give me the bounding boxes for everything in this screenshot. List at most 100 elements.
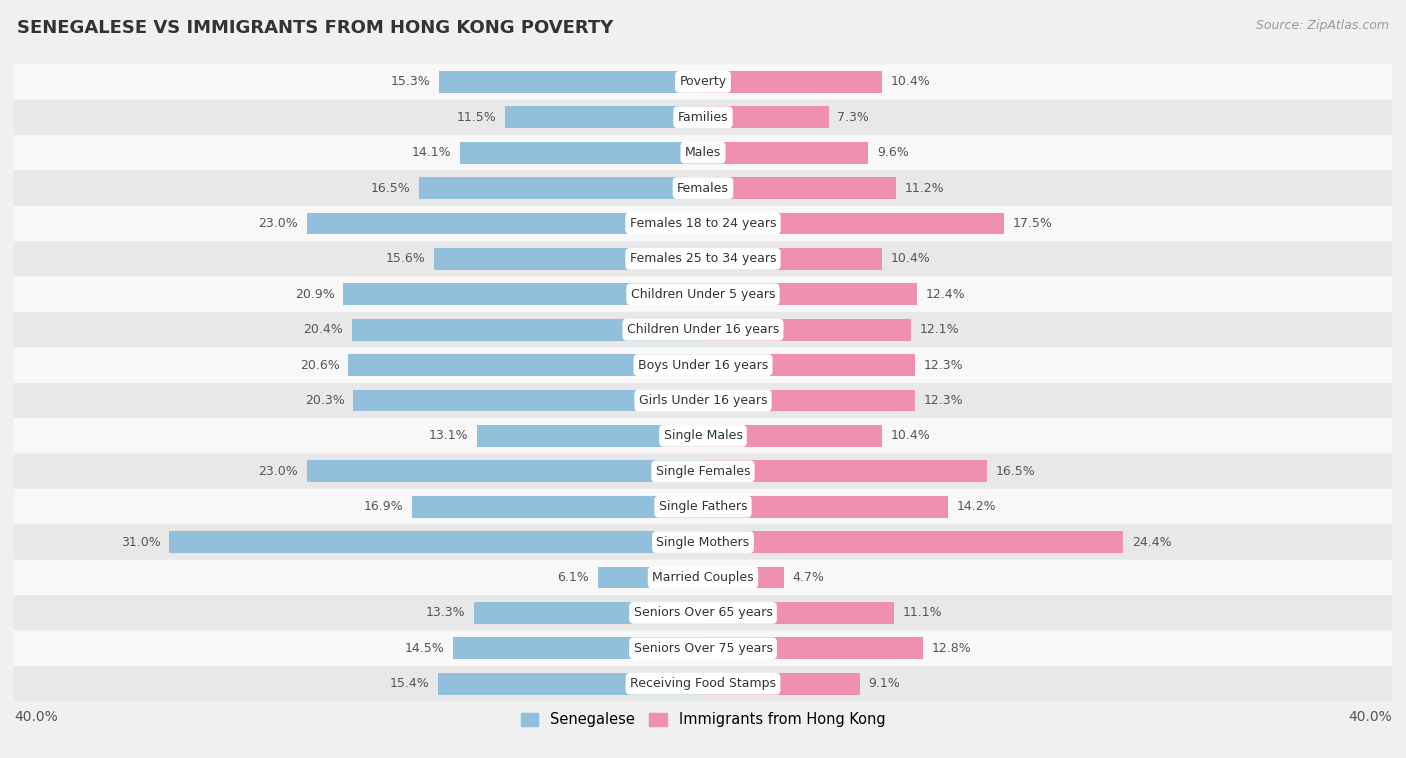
Text: 15.4%: 15.4%: [389, 677, 429, 691]
Text: Receiving Food Stamps: Receiving Food Stamps: [630, 677, 776, 691]
Bar: [703, 390, 915, 412]
Bar: [440, 71, 703, 93]
Text: 16.5%: 16.5%: [995, 465, 1036, 478]
Text: Seniors Over 65 years: Seniors Over 65 years: [634, 606, 772, 619]
Text: 20.4%: 20.4%: [304, 323, 343, 337]
Text: Boys Under 16 years: Boys Under 16 years: [638, 359, 768, 371]
FancyBboxPatch shape: [0, 595, 1406, 631]
Bar: [169, 531, 703, 553]
FancyBboxPatch shape: [0, 99, 1406, 135]
Bar: [703, 425, 882, 447]
Text: 31.0%: 31.0%: [121, 536, 160, 549]
Text: Single Males: Single Males: [664, 429, 742, 443]
Bar: [703, 672, 859, 694]
Bar: [412, 496, 703, 518]
Text: 14.2%: 14.2%: [956, 500, 995, 513]
Text: 11.1%: 11.1%: [903, 606, 942, 619]
FancyBboxPatch shape: [0, 418, 1406, 453]
Text: SENEGALESE VS IMMIGRANTS FROM HONG KONG POVERTY: SENEGALESE VS IMMIGRANTS FROM HONG KONG …: [17, 19, 613, 37]
Bar: [307, 212, 703, 234]
Text: 12.4%: 12.4%: [925, 288, 965, 301]
Bar: [437, 672, 703, 694]
FancyBboxPatch shape: [0, 453, 1406, 489]
Text: 20.6%: 20.6%: [299, 359, 340, 371]
Bar: [474, 602, 703, 624]
Text: 12.3%: 12.3%: [924, 359, 963, 371]
Text: Children Under 16 years: Children Under 16 years: [627, 323, 779, 337]
Text: 40.0%: 40.0%: [1348, 710, 1392, 724]
Text: 10.4%: 10.4%: [891, 252, 931, 265]
Bar: [703, 318, 911, 340]
Bar: [703, 354, 915, 376]
Text: Females 18 to 24 years: Females 18 to 24 years: [630, 217, 776, 230]
Text: 11.2%: 11.2%: [904, 182, 945, 195]
Text: Males: Males: [685, 146, 721, 159]
Bar: [703, 248, 882, 270]
Text: 12.1%: 12.1%: [920, 323, 960, 337]
FancyBboxPatch shape: [0, 277, 1406, 312]
Text: Females 25 to 34 years: Females 25 to 34 years: [630, 252, 776, 265]
Text: 20.3%: 20.3%: [305, 394, 344, 407]
Bar: [453, 637, 703, 659]
Bar: [703, 531, 1123, 553]
FancyBboxPatch shape: [0, 347, 1406, 383]
Bar: [703, 602, 894, 624]
Text: 14.5%: 14.5%: [405, 642, 444, 655]
FancyBboxPatch shape: [0, 489, 1406, 525]
Bar: [505, 106, 703, 128]
Text: 13.3%: 13.3%: [426, 606, 465, 619]
Bar: [703, 637, 924, 659]
Text: Females: Females: [678, 182, 728, 195]
Text: 12.8%: 12.8%: [932, 642, 972, 655]
Text: 10.4%: 10.4%: [891, 75, 931, 89]
Text: Children Under 5 years: Children Under 5 years: [631, 288, 775, 301]
Bar: [353, 390, 703, 412]
Text: Married Couples: Married Couples: [652, 571, 754, 584]
Text: 4.7%: 4.7%: [793, 571, 824, 584]
FancyBboxPatch shape: [0, 135, 1406, 171]
Bar: [703, 460, 987, 482]
Bar: [703, 106, 828, 128]
Bar: [703, 212, 1004, 234]
Text: Source: ZipAtlas.com: Source: ZipAtlas.com: [1256, 19, 1389, 32]
Bar: [598, 566, 703, 588]
Text: 11.5%: 11.5%: [457, 111, 496, 124]
Text: 7.3%: 7.3%: [838, 111, 869, 124]
Text: Girls Under 16 years: Girls Under 16 years: [638, 394, 768, 407]
FancyBboxPatch shape: [0, 666, 1406, 701]
Text: 40.0%: 40.0%: [14, 710, 58, 724]
Text: 6.1%: 6.1%: [558, 571, 589, 584]
Text: 10.4%: 10.4%: [891, 429, 931, 443]
Legend: Senegalese, Immigrants from Hong Kong: Senegalese, Immigrants from Hong Kong: [515, 706, 891, 733]
Bar: [703, 177, 896, 199]
Text: Poverty: Poverty: [679, 75, 727, 89]
Text: Seniors Over 75 years: Seniors Over 75 years: [634, 642, 772, 655]
FancyBboxPatch shape: [0, 171, 1406, 205]
Text: 14.1%: 14.1%: [412, 146, 451, 159]
Text: 15.6%: 15.6%: [387, 252, 426, 265]
Bar: [307, 460, 703, 482]
Text: 9.6%: 9.6%: [877, 146, 908, 159]
FancyBboxPatch shape: [0, 525, 1406, 560]
Text: 23.0%: 23.0%: [259, 217, 298, 230]
Bar: [349, 354, 703, 376]
Bar: [703, 496, 948, 518]
Bar: [703, 566, 785, 588]
Text: Single Mothers: Single Mothers: [657, 536, 749, 549]
Text: 13.1%: 13.1%: [429, 429, 468, 443]
Text: 20.9%: 20.9%: [295, 288, 335, 301]
Text: 16.5%: 16.5%: [370, 182, 411, 195]
FancyBboxPatch shape: [0, 241, 1406, 277]
Bar: [352, 318, 703, 340]
FancyBboxPatch shape: [0, 64, 1406, 99]
FancyBboxPatch shape: [0, 312, 1406, 347]
Text: 12.3%: 12.3%: [924, 394, 963, 407]
FancyBboxPatch shape: [0, 383, 1406, 418]
FancyBboxPatch shape: [0, 560, 1406, 595]
Text: 15.3%: 15.3%: [391, 75, 430, 89]
FancyBboxPatch shape: [0, 205, 1406, 241]
Text: 9.1%: 9.1%: [869, 677, 900, 691]
Bar: [460, 142, 703, 164]
Bar: [343, 283, 703, 305]
Text: Families: Families: [678, 111, 728, 124]
